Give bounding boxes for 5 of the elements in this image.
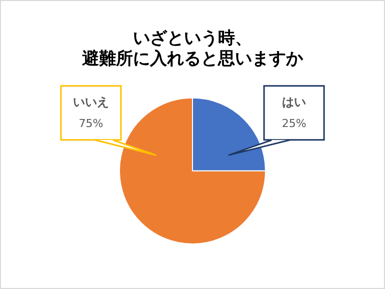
slice-label: いいえ xyxy=(72,95,109,110)
data-label: 75% xyxy=(78,116,104,130)
slice-label: はい xyxy=(282,95,306,110)
data-label: 25% xyxy=(282,116,306,130)
chart-title: いざという時、避難所に入れると思いますか xyxy=(82,28,304,70)
